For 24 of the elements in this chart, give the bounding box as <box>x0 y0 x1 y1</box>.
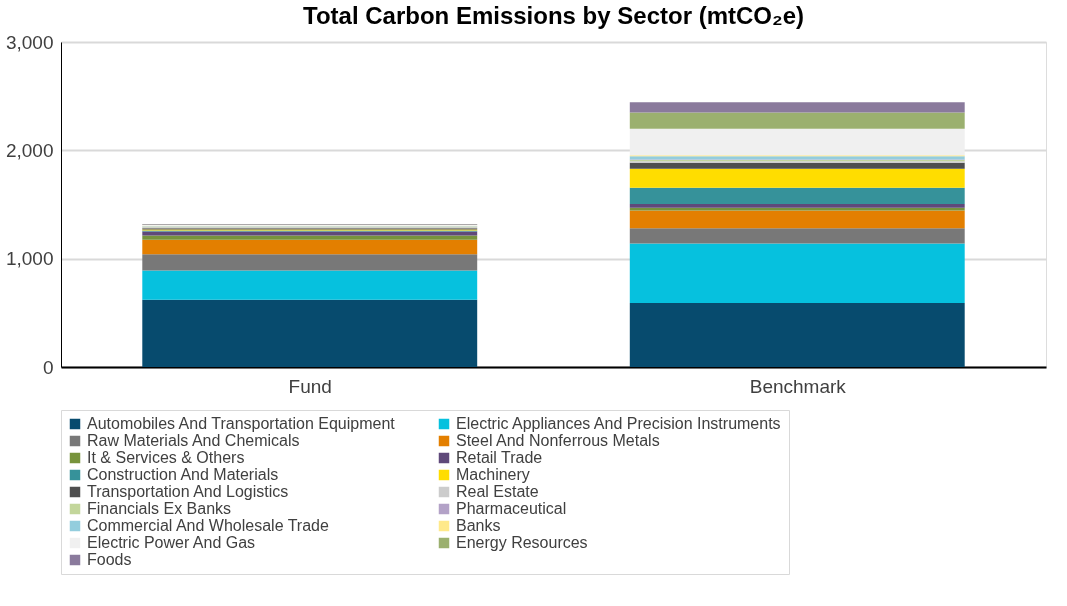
legend-label: Automobiles And Transportation Equipment <box>87 415 396 432</box>
legend-label: Steel And Nonferrous Metals <box>456 432 660 449</box>
legend-label: Commercial And Wholesale Trade <box>87 517 329 534</box>
y-tick-label: 1,000 <box>5 248 54 270</box>
legend-label: Pharmaceutical <box>456 500 567 517</box>
y-tick-label: 0 <box>42 356 54 378</box>
legend-label: Raw Materials And Chemicals <box>87 432 300 449</box>
legend-label: Transportation And Logistics <box>87 483 289 500</box>
legend-label: Retail Trade <box>456 449 543 466</box>
legend-label: Real Estate <box>456 483 539 500</box>
legend-label: Banks <box>456 517 501 534</box>
legend-label: Energy Resources <box>456 534 588 551</box>
x-tick-label: Fund <box>288 375 332 397</box>
y-tick-label: 3,000 <box>5 31 54 53</box>
legend-label: Foods <box>87 551 132 568</box>
legend-label: Machinery <box>456 466 530 483</box>
y-tick-label: 2,000 <box>5 139 54 161</box>
chart-title: Total Carbon Emissions by Sector (mtCO₂e) <box>303 2 804 29</box>
legend-label: Electric Appliances And Precision Instruments <box>456 415 781 432</box>
legend-label: Electric Power And Gas <box>87 534 256 551</box>
legend-label: Construction And Materials <box>87 466 279 483</box>
legend-label: Financials Ex Banks <box>87 500 232 517</box>
x-tick-label: Benchmark <box>749 375 847 397</box>
legend-label: It & Services & Others <box>87 449 245 466</box>
